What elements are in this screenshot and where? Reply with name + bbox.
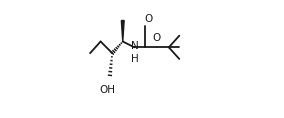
Text: H: H (131, 54, 138, 64)
Text: O: O (145, 14, 153, 24)
Text: N: N (131, 41, 138, 51)
Polygon shape (121, 21, 124, 42)
Text: OH: OH (99, 85, 115, 95)
Text: O: O (153, 33, 161, 43)
